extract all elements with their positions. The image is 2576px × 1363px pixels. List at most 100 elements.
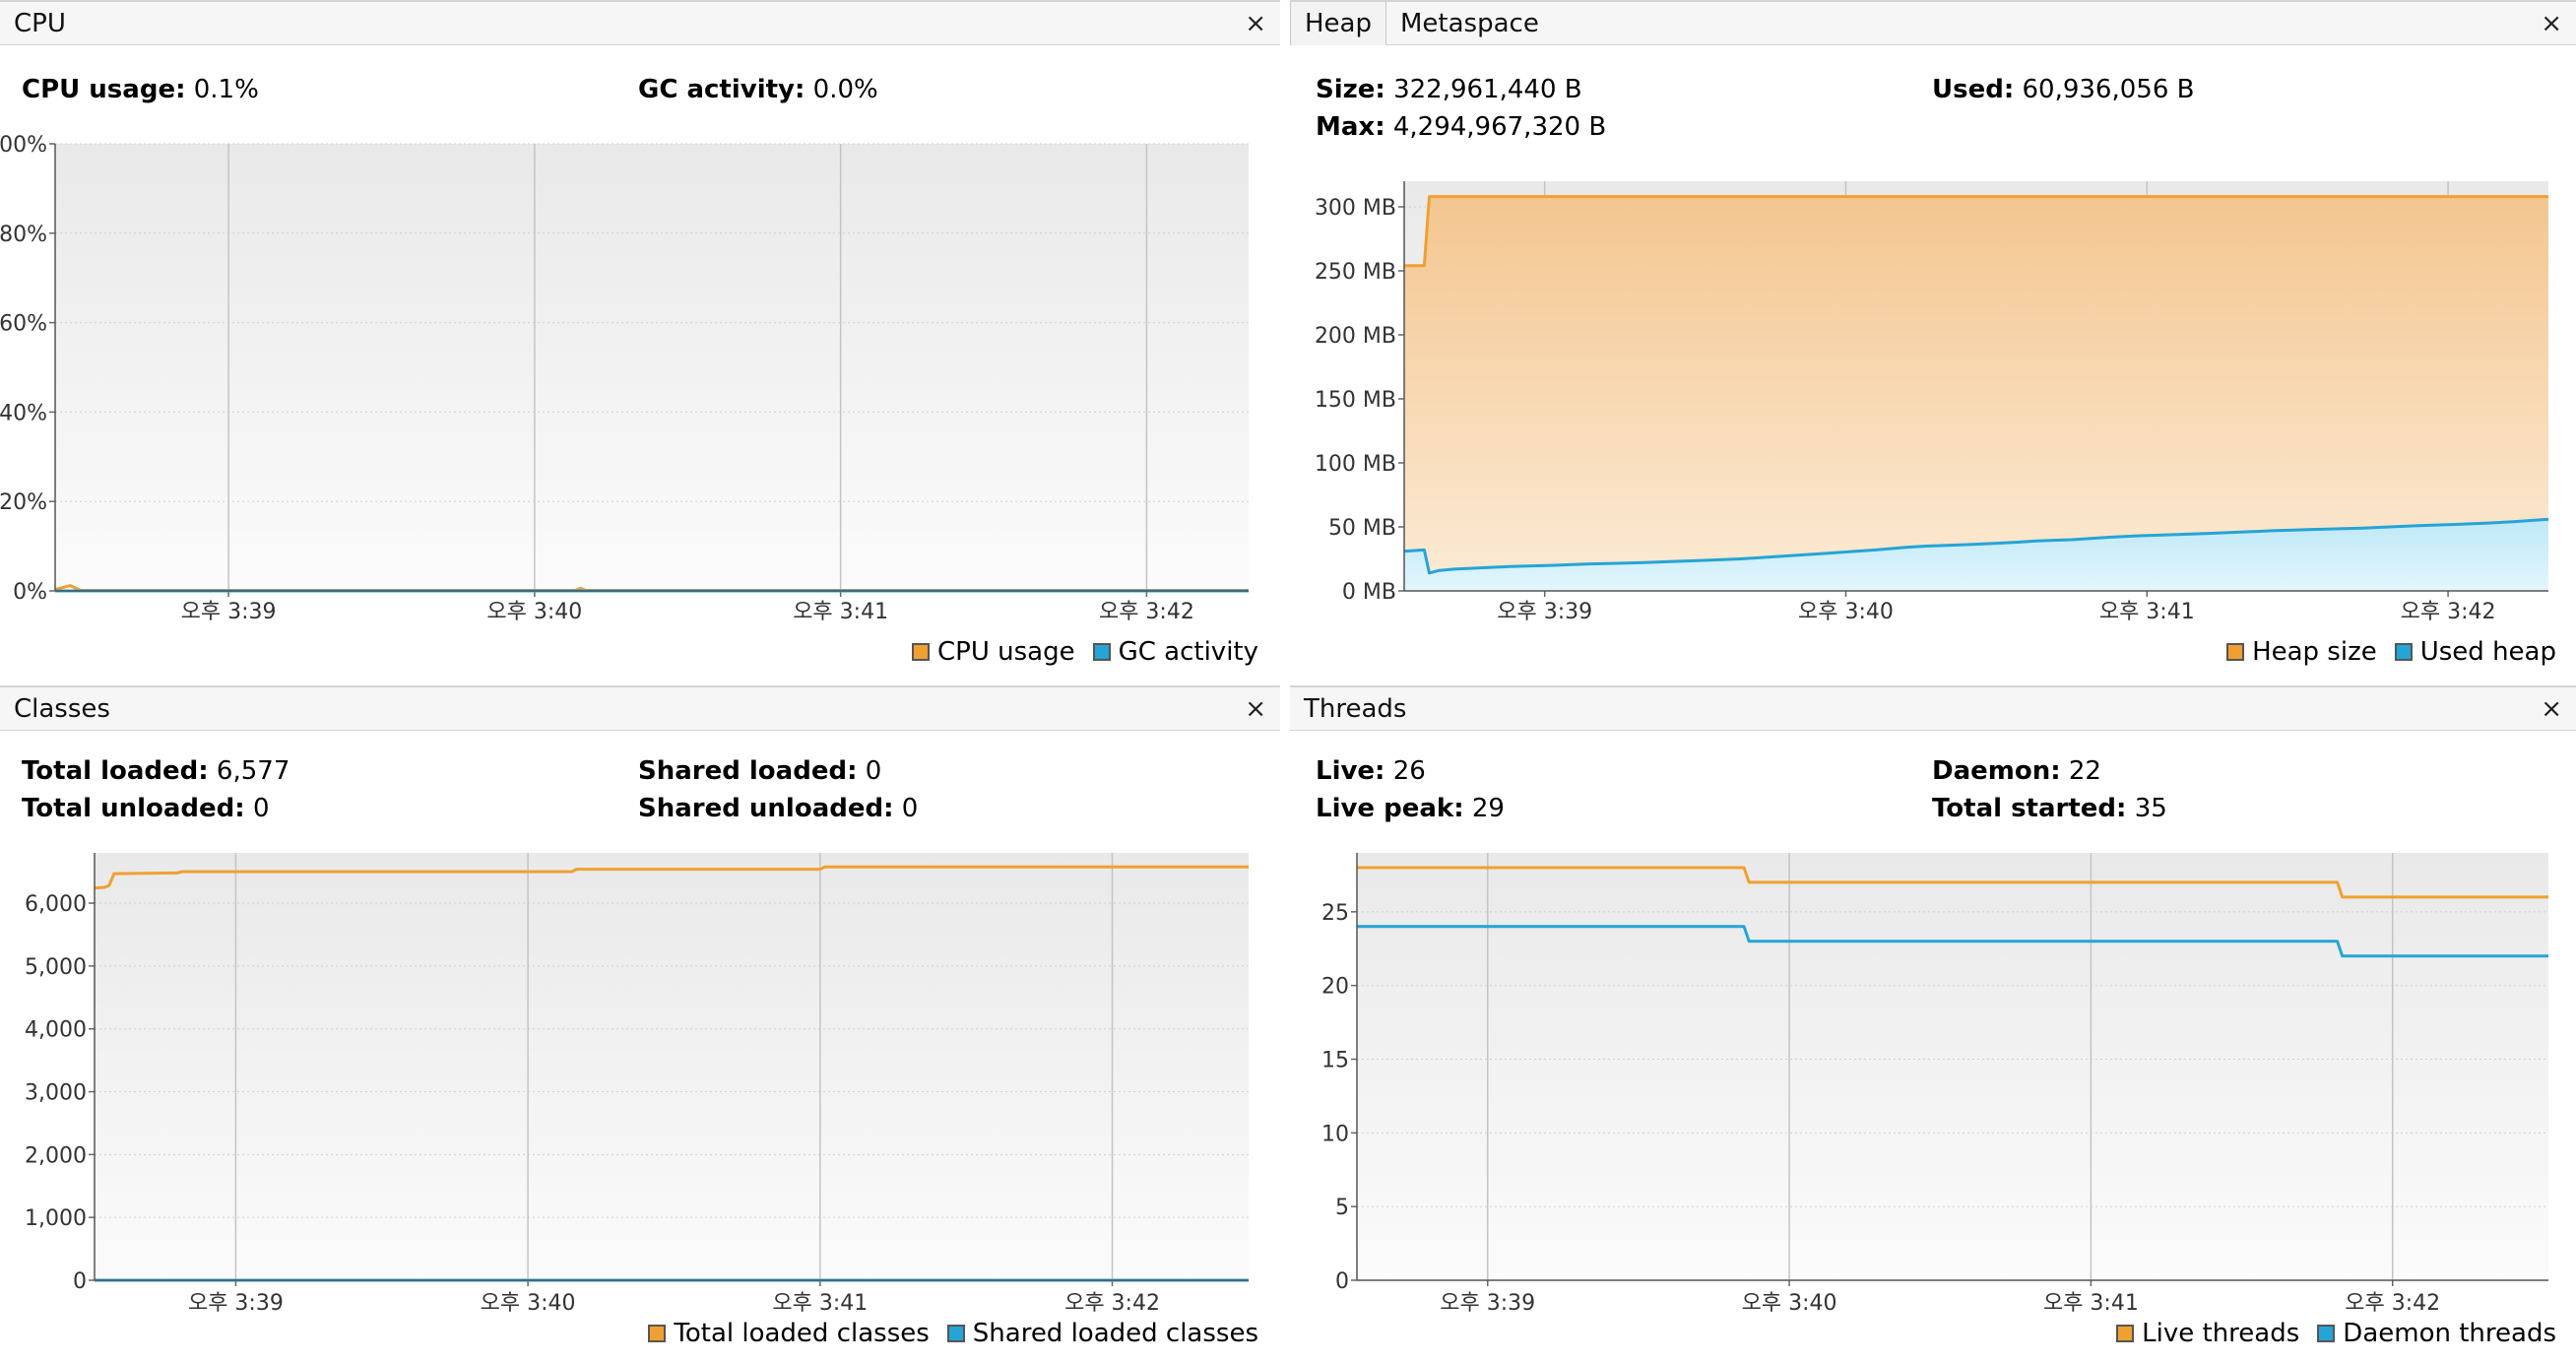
stat-label: Max: (1316, 112, 1385, 142)
y-tick-label: 0% (13, 580, 47, 605)
legend-item-used-heap: Used heap (2394, 637, 2556, 667)
stat-value: 35 (2134, 794, 2167, 823)
x-tick-label: 오후 3:42 (1064, 1291, 1160, 1316)
x-tick-label: 오후 3:39 (188, 1291, 284, 1316)
x-tick-label: 오후 3:40 (486, 600, 582, 624)
y-tick-label: 100 MB (1315, 452, 1396, 477)
series-line-daemon-threads (1357, 925, 2548, 958)
total-unloaded-stat: Total unloaded: 0 (22, 794, 270, 823)
tab-heap[interactable]: Heap (1290, 2, 1386, 45)
legend-label: GC activity (1118, 637, 1258, 667)
x-tick-label: 오후 3:42 (1099, 600, 1194, 624)
stat-label: Daemon: (1932, 756, 2061, 786)
close-icon[interactable]: × (1245, 694, 1266, 724)
y-tick-label: 15 (1321, 1049, 1349, 1073)
stat-value: 6,577 (216, 756, 290, 786)
stat-label: Total started: (1932, 794, 2127, 823)
stat-value: 26 (1392, 756, 1426, 786)
tab-cpu[interactable]: CPU (14, 9, 66, 38)
threads-legend: Live threads Daemon threads (2116, 1319, 2556, 1348)
y-tick-label: 0 (73, 1269, 87, 1294)
stat-value: 0 (865, 756, 882, 786)
heap-panel: Heap Metaspace × Size: 322,961,440 B Use… (1290, 0, 2576, 682)
total-loaded-swatch (648, 1325, 667, 1342)
x-tick-label: 오후 3:41 (793, 600, 888, 624)
y-tick-label: 1,000 (25, 1206, 87, 1231)
heap-legend: Heap size Used heap (2226, 637, 2556, 667)
close-icon[interactable]: × (2541, 9, 2562, 38)
stat-label: Shared loaded: (638, 756, 858, 786)
heap-size-stat: Size: 322,961,440 B (1316, 75, 1582, 104)
series-line-live-threads (1357, 866, 2548, 899)
x-tick-label: 오후 3:40 (1798, 600, 1894, 624)
legend-label: Used heap (2419, 637, 2556, 667)
total-started-stat: Total started: 35 (1932, 794, 2167, 823)
y-tick-label: 25 (1321, 901, 1349, 926)
stat-label: Shared unloaded: (638, 794, 894, 823)
y-tick-label: 4,000 (25, 1018, 87, 1043)
stat-label: Total loaded: (22, 756, 209, 786)
stat-label: Live peak: (1316, 794, 1464, 823)
series-line-heap-size (1404, 195, 2548, 268)
stat-value: 60,936,056 B (2022, 75, 2195, 104)
close-icon[interactable]: × (1245, 9, 1266, 38)
shared-unloaded-stat: Shared unloaded: 0 (638, 794, 918, 823)
y-tick-label: 10 (1321, 1122, 1349, 1146)
classes-legend: Total loaded classes Shared loaded class… (648, 1319, 1258, 1348)
tab-threads[interactable]: Threads (1304, 694, 1407, 724)
y-tick-label: 0 MB (1342, 580, 1396, 605)
cpu-usage-swatch (912, 643, 930, 661)
stat-value: 0 (901, 794, 919, 823)
x-tick-label: 오후 3:40 (1742, 1291, 1837, 1316)
gc-activity-stat: GC activity: 0.0% (638, 75, 878, 104)
series-area-heap-size (1404, 196, 2548, 591)
threads-panel: Threads × Live: 26 Daemon: 22 Live peak:… (1290, 685, 2576, 1363)
y-tick-label: 0 (1335, 1269, 1349, 1294)
x-tick-label: 오후 3:39 (1440, 1291, 1535, 1316)
stat-value: 29 (1471, 794, 1505, 823)
legend-item-shared-loaded: Shared loaded classes (946, 1319, 1258, 1348)
y-tick-label: 5,000 (25, 955, 87, 980)
classes-tabbar: Classes × (0, 685, 1280, 731)
legend-label: Live threads (2142, 1319, 2300, 1348)
legend-label: Heap size (2252, 637, 2377, 667)
live-peak-stat: Live peak: 29 (1316, 794, 1505, 823)
tab-metaspace[interactable]: Metaspace (1400, 9, 1539, 38)
y-tick-label: 60% (0, 312, 47, 337)
x-tick-label: 오후 3:39 (1497, 600, 1592, 624)
legend-item-cpu-usage: CPU usage (912, 637, 1075, 667)
y-tick-label: 200 MB (1315, 324, 1396, 349)
stat-value: 22 (2068, 756, 2101, 786)
x-tick-label: 오후 3:41 (2099, 600, 2195, 624)
plot-background (1357, 853, 2548, 1280)
y-tick-label: 50 MB (1328, 516, 1396, 541)
stat-label: Live: (1316, 756, 1385, 786)
classes-panel: Classes × Total loaded: 6,577 Shared loa… (0, 685, 1280, 1363)
y-tick-label: 20 (1321, 975, 1349, 1000)
gc-activity-swatch (1092, 643, 1111, 661)
tab-classes[interactable]: Classes (14, 694, 110, 724)
stat-value: 0.1% (193, 75, 259, 104)
close-icon[interactable]: × (2541, 694, 2562, 724)
x-tick-label: 오후 3:41 (772, 1291, 868, 1316)
legend-item-daemon-threads: Daemon threads (2317, 1319, 2556, 1348)
x-tick-label: 오후 3:40 (481, 1291, 576, 1316)
cpu-legend: CPU usage GC activity (912, 637, 1258, 667)
live-threads-swatch (2116, 1325, 2135, 1342)
x-tick-label: 오후 3:39 (181, 600, 277, 624)
stat-value: 322,961,440 B (1393, 75, 1582, 104)
plot-background (55, 144, 1249, 591)
y-tick-label: 300 MB (1315, 196, 1396, 221)
legend-label: Shared loaded classes (972, 1319, 1258, 1348)
legend-item-live-threads: Live threads (2116, 1319, 2299, 1348)
daemon-threads-swatch (2317, 1325, 2336, 1342)
legend-item-total-loaded: Total loaded classes (648, 1319, 930, 1348)
y-tick-label: 2,000 (25, 1143, 87, 1168)
heap-used-stat: Used: 60,936,056 B (1932, 75, 2194, 104)
shared-loaded-swatch (946, 1325, 965, 1342)
legend-label: Daemon threads (2343, 1319, 2556, 1348)
y-tick-label: 20% (0, 490, 47, 515)
stat-label: Total unloaded: (22, 794, 245, 823)
series-line-used-heap (1403, 517, 2549, 575)
stat-value: 0 (252, 794, 270, 823)
